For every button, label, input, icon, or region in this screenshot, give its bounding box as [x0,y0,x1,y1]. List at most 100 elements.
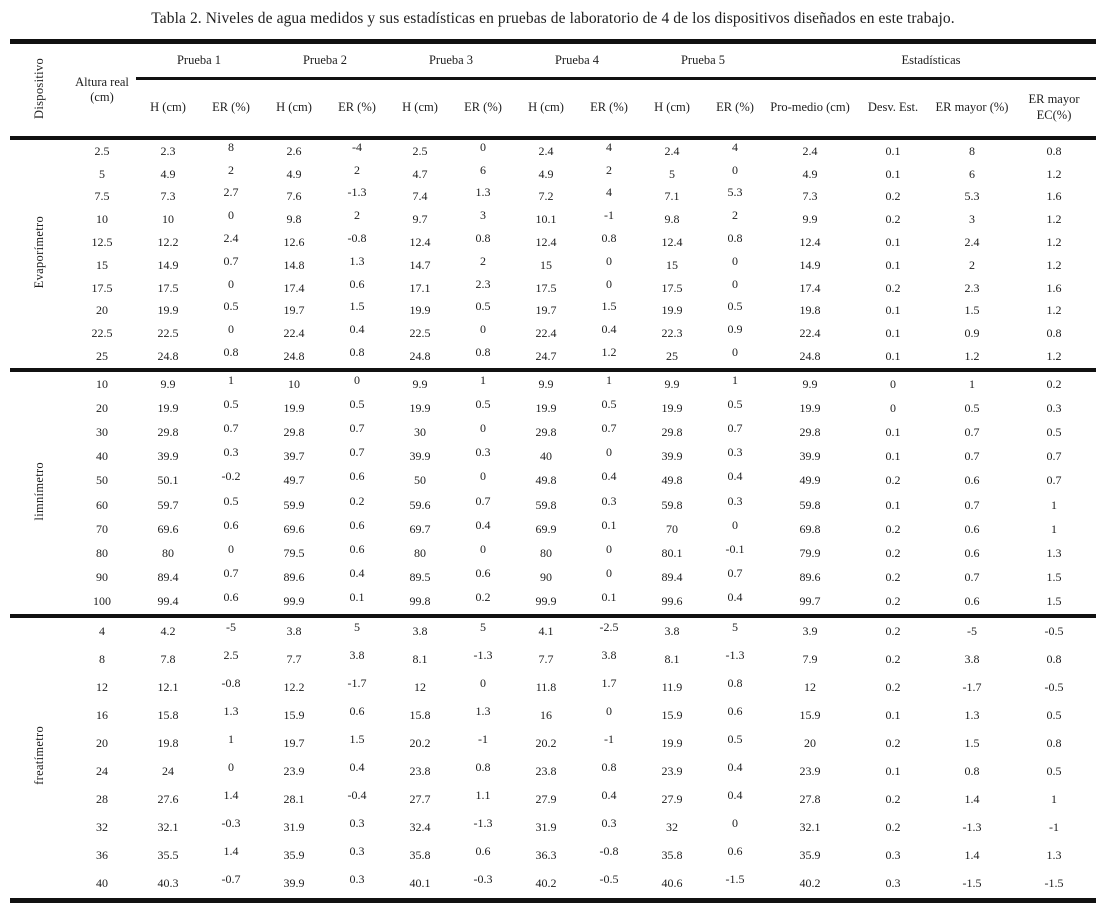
er-mayor-header: ER mayor (%) [932,78,1012,140]
h-cell: 17.5 [535,280,557,295]
h-cell: 2.4 [538,143,554,158]
stat-cell: 3.9 [766,613,854,646]
table-row: 10 10 0 9.8 2 9.7 3 10.1 -1 9.8 2 9.9 0.2 3 1.2 [10,208,1096,231]
er-cell: 0.1 [601,590,617,605]
er-cell: 0.2 [349,493,365,508]
er-cell: 0 [480,676,486,691]
stat-cell: 0.7 [964,449,980,464]
er-cell: -1 [604,732,614,747]
h-cm-header: H (cm) [640,78,704,140]
er-cell: 0 [480,469,486,484]
stat-cell: 1 [1051,792,1057,807]
h-cell: 28.1 [283,792,305,807]
er-cell: 0.6 [349,704,365,719]
h-cell: 19.9 [409,400,431,415]
er-cell: 0.3 [475,445,491,460]
table-row: 70 69.6 0.6 69.6 0.6 69.7 0.4 69.9 0.1 70 0 69.8 0.2… [10,517,1096,541]
h-cell: 22.3 [661,326,683,341]
h-cell: 9.8 [664,212,680,227]
stat-cell: 1.5 [1046,570,1062,585]
h-cell: 39.9 [409,449,431,464]
er-cell: 0.5 [727,396,743,411]
h-cell: 22.5 [157,326,179,341]
er-cell: 0.7 [475,493,491,508]
er-cell: 3.8 [349,648,365,663]
er-cell: 0 [606,253,612,268]
prueba2-header: Prueba 2 [262,41,388,80]
device-label: limnímetro [10,367,68,616]
er-cell: 0.8 [727,676,743,691]
h-cell: 69.6 [283,521,305,536]
h-cell: 5 [669,166,675,181]
er-cell: 0.1 [601,517,617,532]
h-cell: 12.2 [283,680,305,695]
table-row: 50 50.1 -0.2 49.7 0.6 50 0 49.8 0.4 49.8 0.4 49.9 0.… [10,469,1096,493]
stat-cell: 0.1 [885,764,901,779]
altura-cell: 40 [96,876,108,891]
table-row: 30 29.8 0.7 29.8 0.7 30 0 29.8 0.7 29.8 0.7 29.8 0.1… [10,420,1096,444]
er-cell: 0.4 [601,322,617,337]
er-cell: 0 [606,445,612,460]
er-cell: 6 [480,162,486,177]
er-cell: 2 [606,162,612,177]
h-cell: 39.9 [283,876,305,891]
h-cell: 40.1 [409,876,431,891]
stat-cell: 1.6 [1046,189,1062,204]
stat-cell: 19.8 [799,303,821,318]
stat-cell: 24.8 [799,349,821,364]
altura-cell: 4 [68,613,136,646]
table-row: 60 59.7 0.5 59.9 0.2 59.6 0.7 59.8 0.3 59.8 0.3 59.… [10,493,1096,517]
er-cell: 0 [606,541,612,556]
altura-cell: 16 [96,708,108,723]
stat-cell: 0.6 [964,473,980,488]
device-label-text: limnímetro [31,461,46,521]
er-cell: 0.4 [727,760,743,775]
er-cell: 0.6 [727,704,743,719]
h-cell: 32.1 [157,820,179,835]
stat-cell: 0.5 [1046,764,1062,779]
altura-cell: 80 [96,545,108,560]
stat-cell: 0.7 [1046,449,1062,464]
stat-cell: 2.3 [964,280,980,295]
stat-cell: 0.5 [964,400,980,415]
stat-cell: 0.5 [1046,708,1062,723]
er-cell: 2 [354,162,360,177]
er-cell: 4 [732,139,738,154]
stat-cell: 1 [1051,497,1057,512]
h-cell: 9.9 [136,367,200,397]
h-cell: 40.2 [535,876,557,891]
er-cell: 0.4 [727,788,743,803]
stat-cell: 0.6 [964,545,980,560]
stat-cell: 4.9 [802,166,818,181]
h-cell: 23.9 [283,764,305,779]
stat-cell: 9.9 [766,367,854,397]
stat-cell: 0.7 [964,570,980,585]
er-cell: -1.3 [347,185,367,200]
h-cell: 12 [414,680,426,695]
corner-header: Dispositivo [10,41,68,140]
stat-cell: 9.9 [802,212,818,227]
altura-cell: 90 [96,570,108,585]
stat-cell: 0.1 [885,166,901,181]
h-cell: 25 [666,349,678,364]
h-cell: 12.4 [535,235,557,250]
er-cell: 0.3 [727,445,743,460]
er-cell: 0.7 [223,566,239,581]
stat-cell: 89.6 [799,570,821,585]
er-cell: 0.6 [223,590,239,605]
stat-cell: 1.6 [1046,280,1062,295]
h-cell: 89.5 [409,570,431,585]
stat-cell: 0.2 [885,820,901,835]
er-cell: 0 [606,276,612,291]
h-cell: 40 [540,449,552,464]
h-cell: 29.8 [157,424,179,439]
er-cell: -1.3 [473,816,493,831]
stat-cell: 12.4 [799,235,821,250]
h-cm-header: H (cm) [262,78,326,140]
h-cell: 20.2 [409,736,431,751]
h-cell: 50 [414,473,426,488]
er-cell: 0.7 [349,445,365,460]
stat-cell: 99.7 [799,594,821,609]
table-row: 28 27.6 1.4 28.1 -0.4 27.7 1.1 27.9 0.4 27.9 0.4 27… [10,786,1096,814]
stat-cell: 0.2 [885,680,901,695]
